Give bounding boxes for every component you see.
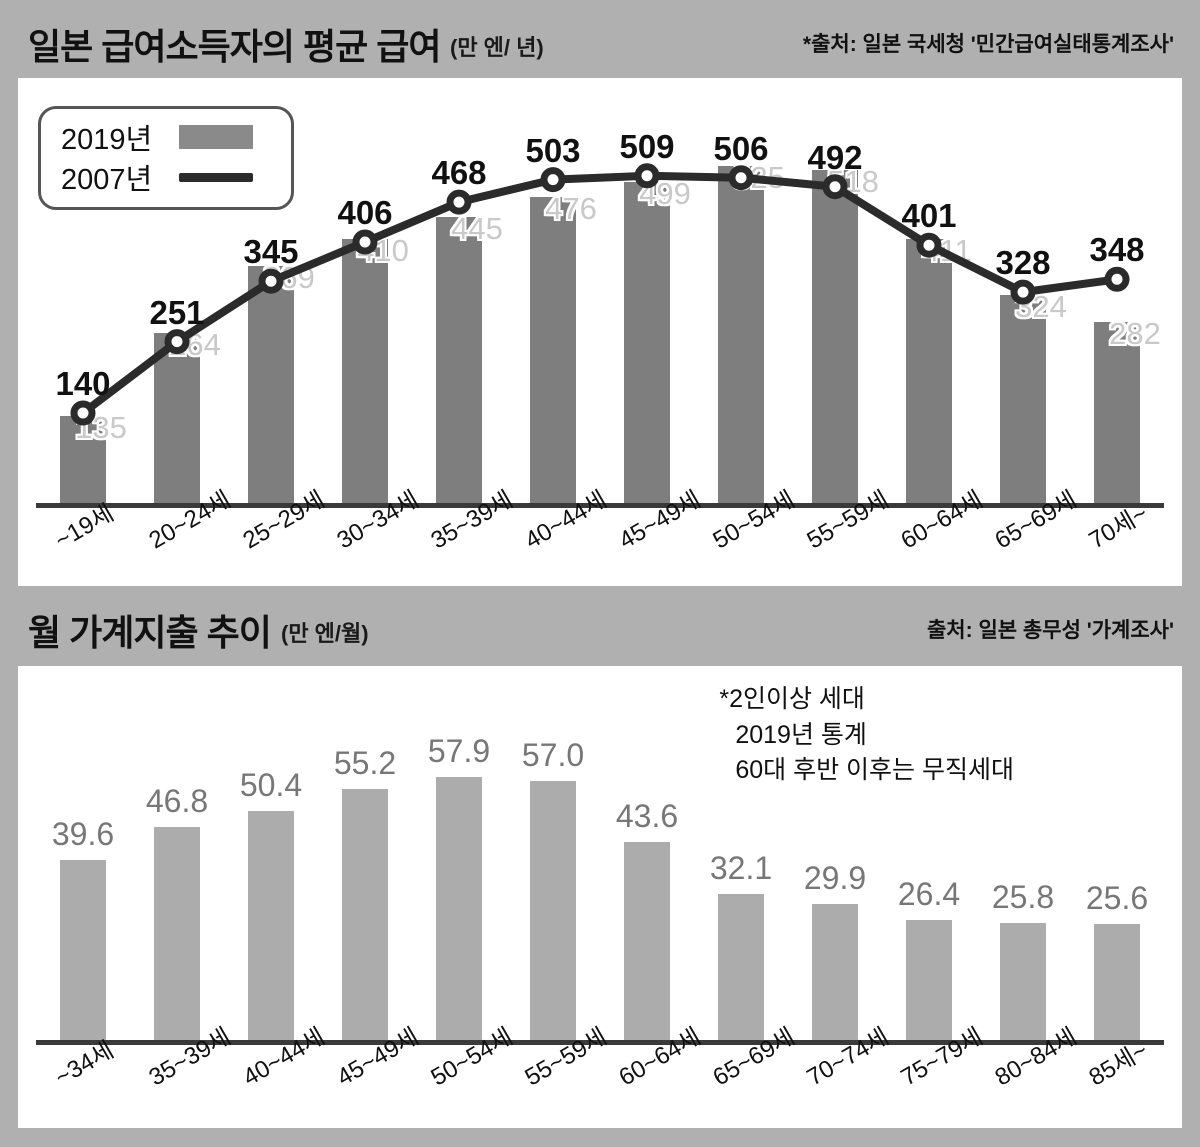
bar-value-label: 39.6 — [51, 816, 115, 852]
bar-65~69세 — [718, 894, 764, 1040]
bar-value-label: 29.9 — [803, 860, 867, 897]
chart1-title: 일본 급여소득자의 평균 급여 — [28, 26, 441, 67]
chart1-panel: 2019년 2007년 135 264 369 410 445 476 499 525 518 4… — [18, 78, 1182, 586]
bar-value-label: 57.0 — [521, 736, 585, 773]
bar-65~69세 — [1000, 294, 1046, 503]
line-value-label: 503 — [525, 131, 581, 169]
bar-75~79세 — [906, 920, 952, 1040]
line-value-label: 401 — [901, 197, 957, 235]
bar-50~54세 — [436, 776, 482, 1040]
bar-~19세 — [60, 416, 106, 503]
chart2-source: 출처: 일본 총무성 '가계조사' — [926, 619, 1174, 642]
line-value-label: 468 — [431, 154, 487, 192]
bar-value-label: 25.8 — [991, 878, 1055, 915]
bar-60~64세 — [624, 841, 670, 1040]
line-value-label: 506 — [713, 129, 769, 167]
bar-value-label: 26.4 — [897, 876, 961, 912]
chart2-x-axis — [36, 1040, 1164, 1045]
line-value-label: 345 — [243, 233, 299, 271]
chart2-header: 월 가계지출 추이 (만 엔/월) 출처: 일본 총무성 '가계조사' — [0, 586, 1200, 664]
bar-value-label: 25.6 — [1085, 879, 1149, 916]
chart2-title: 월 가계지출 추이 — [28, 612, 272, 653]
bar-55~59세 — [812, 170, 858, 503]
bar-value-label: 282 — [1109, 315, 1161, 351]
line-value-label: 492 — [807, 138, 863, 176]
legend-item-2019: 2019년 — [61, 117, 253, 157]
line-value-label: 348 — [1089, 231, 1145, 269]
line-value-label: 509 — [619, 127, 675, 165]
bar-35~39세 — [154, 827, 200, 1040]
legend-bar-swatch-icon — [179, 125, 253, 149]
bar-30~34세 — [342, 239, 388, 503]
bar-70~74세 — [812, 904, 858, 1040]
bar-value-label: 57.9 — [427, 732, 491, 769]
chart2-unit: (만 엔/월) — [281, 621, 369, 646]
chart1-source: *출처: 일본 국세청 '민간급여실태통계조사' — [802, 33, 1174, 56]
bar-value-label: 50.4 — [239, 766, 303, 803]
line-value-label: 251 — [149, 293, 205, 331]
line-value-label: 406 — [337, 194, 393, 231]
chart1-legend: 2019년 2007년 — [38, 106, 294, 210]
bar-35~39세 — [436, 216, 482, 503]
legend-label-2019: 2019년 — [61, 124, 153, 156]
bar-value-label: 445 — [451, 210, 503, 246]
bar-45~49세 — [624, 182, 670, 503]
bar-value-label: 32.1 — [709, 850, 773, 887]
bar-value-label: 46.8 — [145, 783, 209, 820]
chart2-plot: *2인이상 세대 2019년 통계 60대 후반 이후는 무직세대 동아일보 39.… — [18, 666, 1182, 1128]
bar-85세~ — [1094, 923, 1140, 1040]
chart2-panel: *2인이상 세대 2019년 통계 60대 후반 이후는 무직세대 동아일보 39.… — [18, 666, 1182, 1128]
bar-45~49세 — [342, 789, 388, 1040]
chart1-header: 일본 급여소득자의 평균 급여 (만 엔/ 년) *출처: 일본 국세청 '민간… — [0, 0, 1200, 78]
bar-50~54세 — [718, 165, 764, 503]
bar-40~44세 — [248, 810, 294, 1040]
annotation-line: 60대 후반 이후는 무직세대 — [735, 756, 1014, 784]
annotation-line: *2인이상 세대 — [719, 685, 865, 713]
bar-40~44세 — [530, 197, 576, 503]
bar-55~59세 — [530, 780, 576, 1040]
bar-60~64세 — [906, 238, 952, 503]
bar-80~84세 — [1000, 922, 1046, 1040]
chart1-unit: (만 엔/ 년) — [450, 35, 544, 60]
bar-25~29세 — [248, 265, 294, 503]
line-series-2007 — [70, 163, 1130, 426]
legend-label-2007: 2007년 — [61, 164, 153, 196]
line-value-label: 328 — [995, 244, 1051, 282]
legend-item-2007: 2007년 — [61, 157, 253, 197]
bar-value-label: 43.6 — [615, 797, 679, 834]
legend-line-swatch-icon — [179, 172, 253, 182]
bar-20~24세 — [154, 333, 200, 503]
chart2-annotation: *2인이상 세대 2019년 통계 60대 후반 이후는 무직세대 — [719, 682, 1014, 789]
bar-70세~ — [1094, 321, 1140, 503]
bar-value-label: 476 — [545, 191, 597, 226]
annotation-line: 2019년 통계 — [735, 720, 867, 749]
chart1-plot: 2019년 2007년 135 264 369 410 445 476 499 525 518 4… — [18, 78, 1182, 586]
line-value-label: 140 — [55, 365, 111, 402]
bar-~34세 — [60, 860, 106, 1040]
chart1-x-axis — [36, 503, 1164, 508]
bar-value-label: 55.2 — [333, 745, 397, 782]
